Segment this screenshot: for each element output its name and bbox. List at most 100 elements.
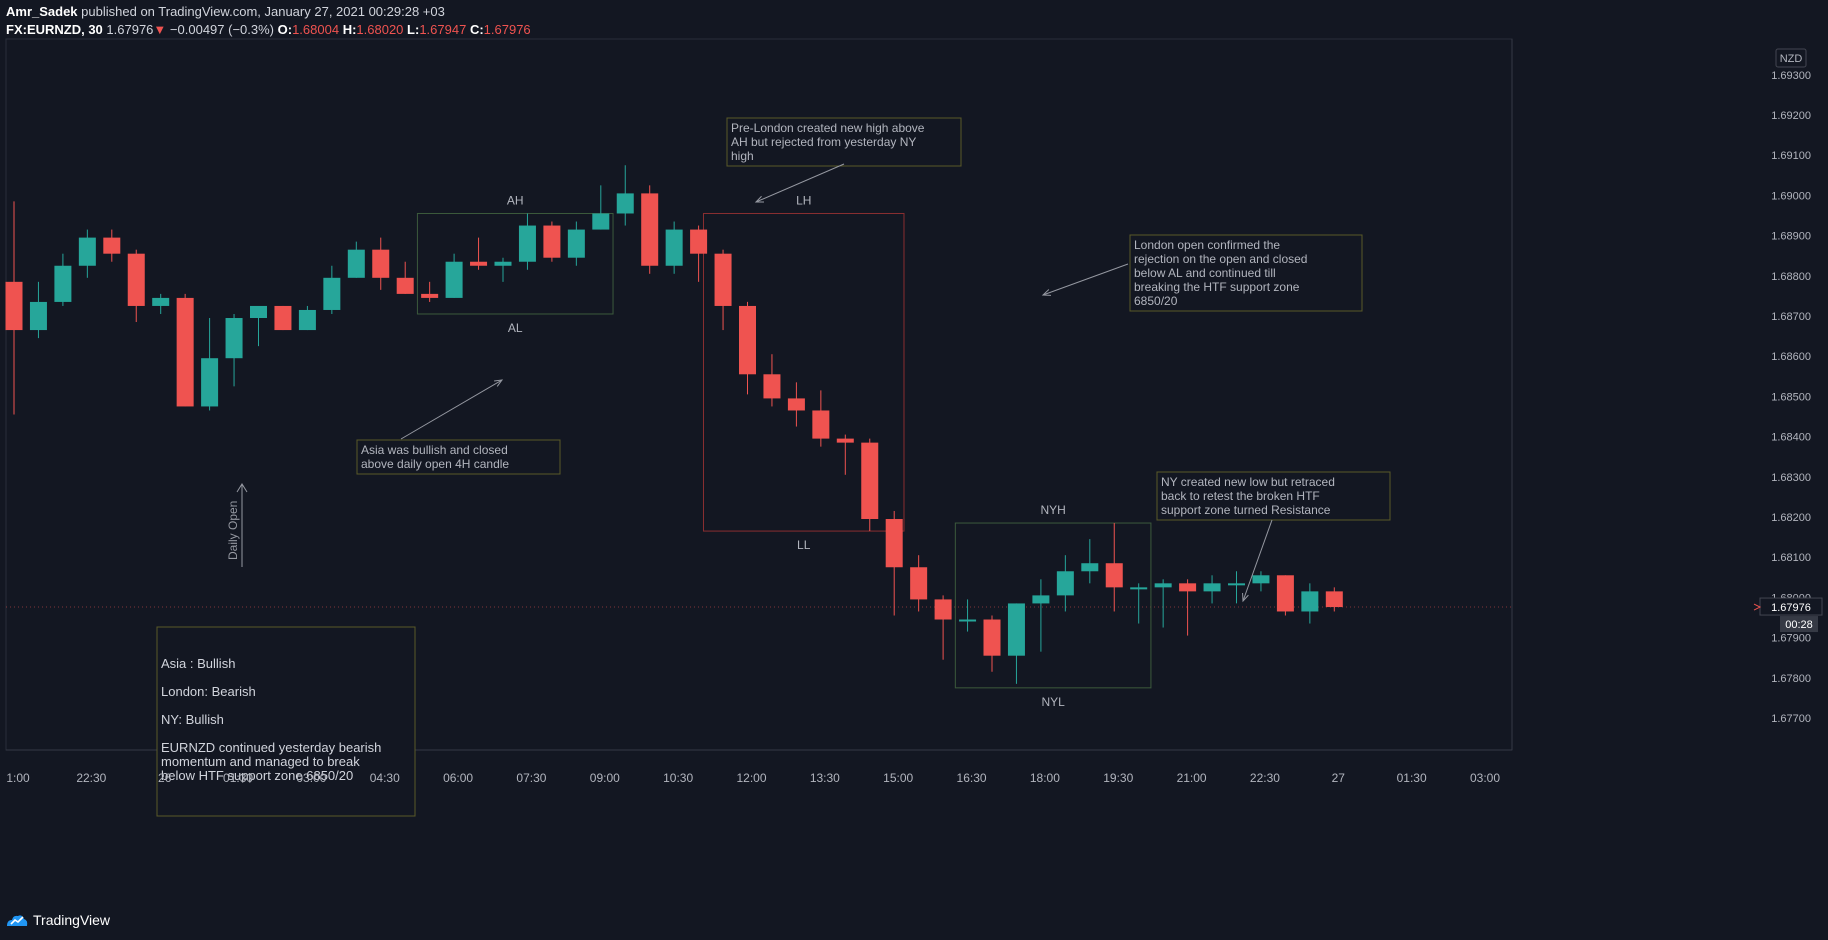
- candle[interactable]: [567, 221, 585, 266]
- candle[interactable]: [1007, 603, 1025, 684]
- candle[interactable]: [1276, 575, 1294, 616]
- price-tick-label: 1.68400: [1771, 432, 1811, 444]
- candle[interactable]: [347, 241, 365, 278]
- candle[interactable]: [1325, 587, 1343, 612]
- arrow-head-icon: [754, 195, 765, 203]
- candle[interactable]: [103, 229, 121, 262]
- currency-badge[interactable]: NZD: [1775, 48, 1807, 68]
- close-label: C:: [469, 22, 484, 37]
- author-name[interactable]: Amr_Sadek: [6, 4, 78, 19]
- candles[interactable]: [5, 165, 1343, 684]
- candle[interactable]: [372, 237, 390, 290]
- candle[interactable]: [396, 261, 414, 294]
- candle[interactable]: [1203, 575, 1221, 604]
- candle[interactable]: [5, 201, 23, 415]
- low-value: 1.67947: [419, 22, 467, 37]
- candle[interactable]: [29, 281, 47, 339]
- candle[interactable]: [543, 221, 561, 262]
- candle[interactable]: [1301, 583, 1319, 624]
- open-label: O:: [277, 22, 293, 37]
- ny-zone: [954, 522, 1152, 689]
- candle[interactable]: [1252, 571, 1270, 592]
- candle[interactable]: [787, 382, 805, 427]
- candle-body: [1007, 603, 1025, 656]
- candle[interactable]: [1081, 539, 1099, 584]
- candle[interactable]: [934, 595, 952, 660]
- candle[interactable]: [959, 599, 977, 632]
- candle[interactable]: [201, 318, 219, 411]
- candle[interactable]: [298, 305, 316, 331]
- time-tick-label: 15:00: [883, 771, 913, 785]
- candle[interactable]: [78, 229, 96, 278]
- time-tick-label: 26: [158, 771, 172, 785]
- tradingview-brand[interactable]: TradingView: [6, 912, 110, 928]
- candle[interactable]: [910, 555, 928, 612]
- candle[interactable]: [885, 510, 903, 616]
- ny-zone-low-label: NYL: [1041, 695, 1065, 709]
- candle[interactable]: [665, 221, 683, 274]
- candle[interactable]: [54, 253, 72, 306]
- candle[interactable]: [1105, 523, 1123, 612]
- summary-box: [156, 626, 416, 817]
- london-zone-high-label: LH: [796, 193, 811, 207]
- candle-body: [470, 261, 488, 266]
- candle[interactable]: [1179, 579, 1197, 636]
- candle[interactable]: [1228, 571, 1245, 604]
- candle-body: [763, 374, 781, 399]
- time-tick-label: 12:00: [736, 771, 766, 785]
- candle[interactable]: [494, 257, 512, 282]
- candle[interactable]: [714, 249, 732, 331]
- candle[interactable]: [763, 354, 781, 407]
- candle[interactable]: [812, 390, 830, 447]
- candle-body: [1301, 591, 1319, 612]
- candle-body: [372, 249, 390, 278]
- candle[interactable]: [323, 265, 341, 314]
- price-chart[interactable]: AH AL LH LL NYH NYL Asia was bullish and clos…: [0, 0, 1828, 902]
- candle[interactable]: [176, 293, 194, 407]
- candle[interactable]: [1130, 583, 1148, 624]
- candle[interactable]: [152, 293, 170, 314]
- candle[interactable]: [445, 253, 463, 298]
- time-tick-label: 22:30: [76, 771, 106, 785]
- asia-zone-low-label: AL: [508, 321, 523, 335]
- price-tick-label: 1.69300: [1771, 70, 1811, 82]
- candle[interactable]: [421, 281, 439, 302]
- candle[interactable]: [836, 434, 854, 475]
- summary-line: Asia : Bullish: [161, 656, 235, 671]
- candle-body: [347, 249, 365, 278]
- candle[interactable]: [1032, 579, 1050, 652]
- candle[interactable]: [1056, 555, 1074, 612]
- candle[interactable]: [518, 213, 536, 270]
- countdown-label: 00:28: [1785, 619, 1813, 631]
- candle[interactable]: [592, 185, 610, 230]
- candle[interactable]: [616, 165, 634, 226]
- candle[interactable]: [225, 313, 243, 387]
- candle-body: [127, 253, 145, 306]
- time-tick-label: 21:00: [1177, 771, 1207, 785]
- candle[interactable]: [690, 225, 708, 282]
- note-asia-line: above daily open 4H candle: [361, 457, 509, 471]
- candle[interactable]: [250, 305, 267, 347]
- candle-body: [910, 567, 928, 600]
- candle[interactable]: [1154, 579, 1172, 628]
- daily-open-marker[interactable]: Daily Open: [226, 483, 248, 567]
- candle[interactable]: [641, 185, 659, 274]
- candle[interactable]: [127, 249, 145, 323]
- ohlc-line: FX:EURNZD, 30 1.67976▼ −0.00497 (−0.3%) …: [6, 22, 531, 37]
- price-tick-label: 1.68900: [1771, 231, 1811, 243]
- candle[interactable]: [739, 301, 756, 395]
- candle[interactable]: [861, 438, 879, 532]
- candle[interactable]: [470, 237, 488, 270]
- summary-note[interactable]: Asia : Bullish London: Bearish NY: Bullish…: [156, 626, 416, 817]
- candle-body: [1154, 583, 1172, 588]
- chart-header: Amr_Sadek published on TradingView.com, …: [0, 0, 1828, 42]
- symbol-label[interactable]: FX:EURNZD, 30: [6, 22, 103, 37]
- candle[interactable]: [274, 305, 292, 331]
- candle[interactable]: [983, 615, 1001, 672]
- session-zones: AH AL LH LL NYH NYL: [416, 193, 1152, 709]
